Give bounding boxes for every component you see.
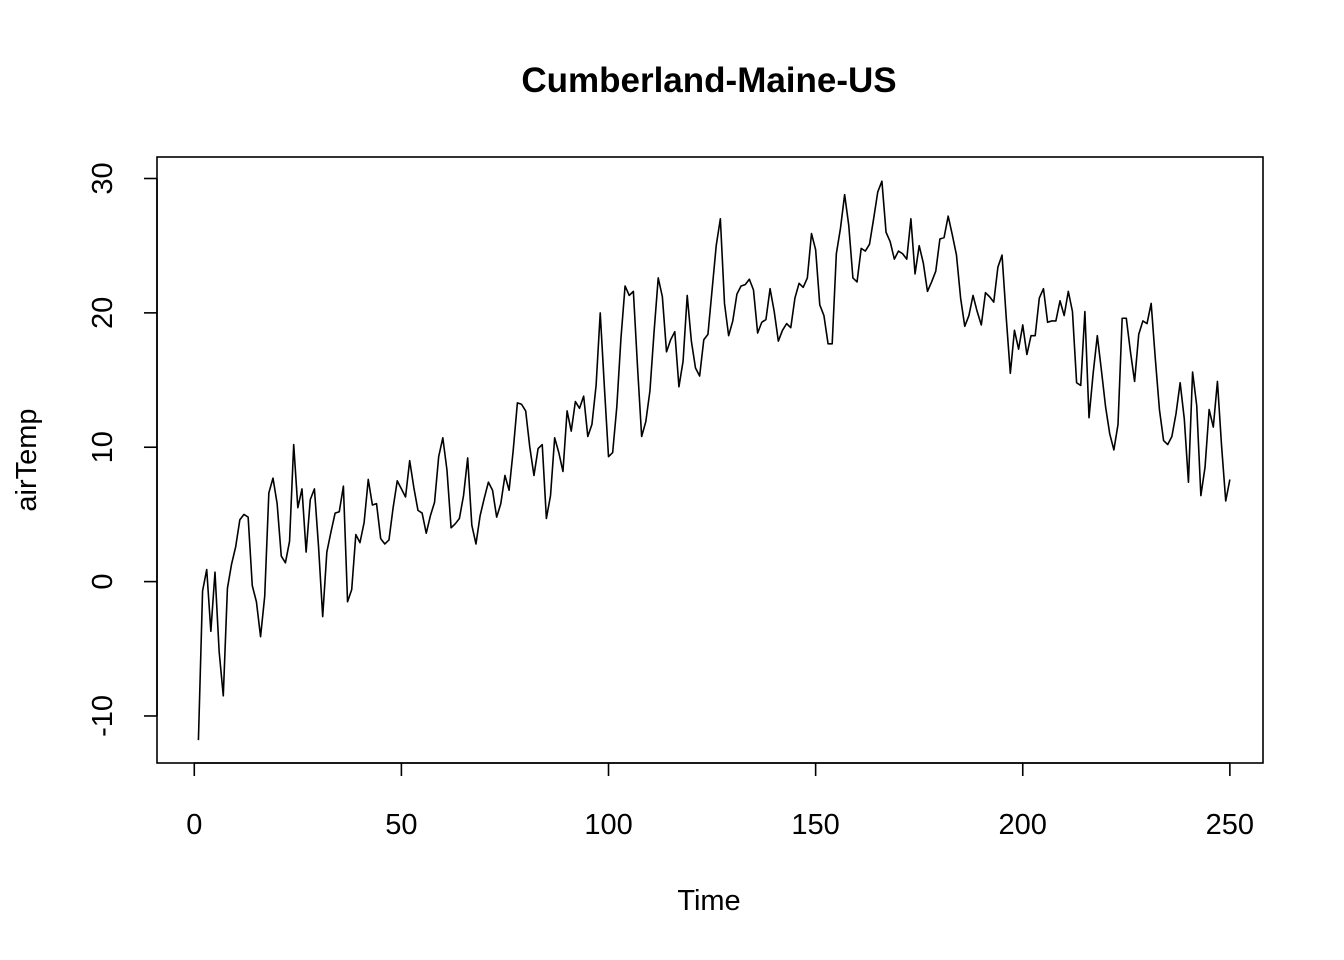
y-tick-label: 20 [87, 297, 119, 329]
x-tick-label: 150 [791, 809, 839, 841]
y-tick-label: 0 [87, 574, 119, 590]
x-tick-label: 100 [584, 809, 632, 841]
y-tick-label: -10 [87, 695, 119, 737]
y-tick-label: 30 [87, 162, 119, 194]
y-axis: -10 0 10 20 30 [87, 162, 158, 737]
y-axis-label: airTemp [11, 408, 43, 511]
chart-title: Cumberland-Maine-US [521, 61, 896, 100]
y-tick-label: 10 [87, 431, 119, 463]
x-tick-label: 50 [385, 809, 417, 841]
plot-frame [156, 156, 1264, 764]
x-tick-label: 250 [1206, 809, 1254, 841]
x-tick-label: 200 [999, 809, 1047, 841]
series-line [197, 180, 1231, 741]
x-tick-label: 0 [186, 809, 202, 841]
x-axis-label: Time [677, 885, 740, 917]
x-axis: 0 50 100 150 200 250 [186, 762, 1254, 841]
